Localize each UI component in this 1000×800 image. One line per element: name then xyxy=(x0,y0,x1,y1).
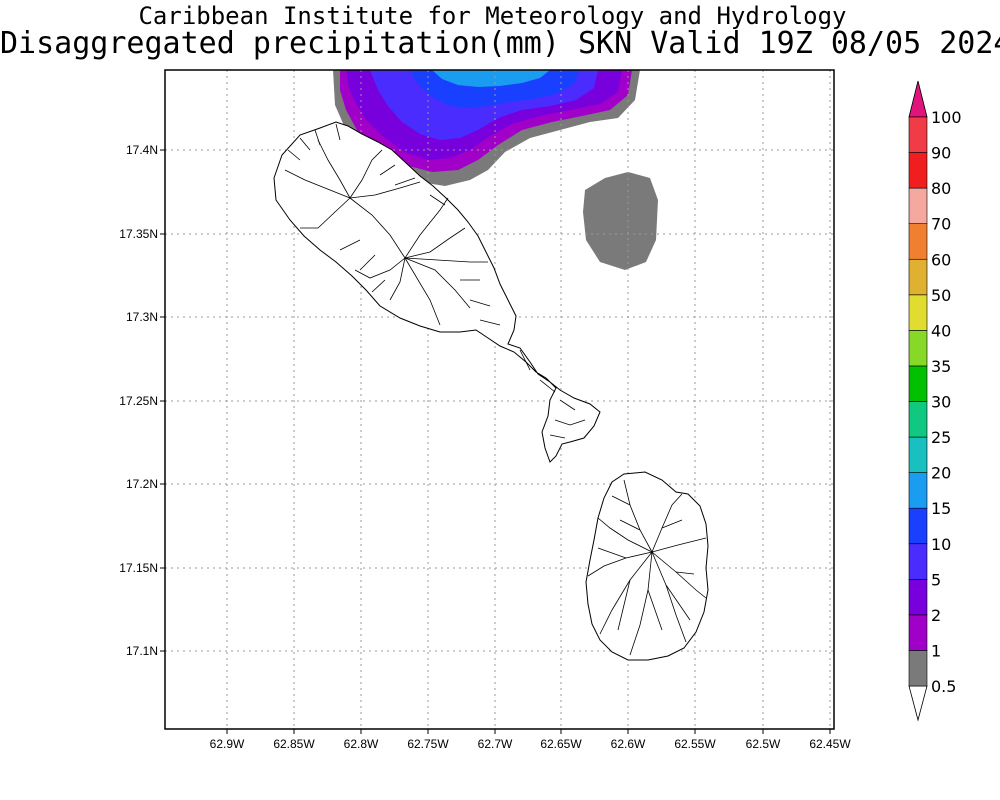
colorbar-segment xyxy=(908,543,928,580)
lon-tick-label: 62.7W xyxy=(478,737,513,751)
colorbar-level-label: 60 xyxy=(931,250,951,269)
colorbar-level-label: 25 xyxy=(931,428,951,447)
colorbar-segment xyxy=(908,650,928,687)
colorbar-segment xyxy=(908,401,928,438)
lon-tick-label: 62.75W xyxy=(407,737,449,751)
longitude-axis: 62.9W 62.85W 62.8W 62.75W 62.7W 62.65W 6… xyxy=(210,737,852,751)
colorbar-level-label: 70 xyxy=(931,215,951,234)
lat-tick-label: 17.1N xyxy=(126,644,158,658)
lon-tick-label: 62.65W xyxy=(540,737,582,751)
lat-tick-label: 17.4N xyxy=(126,143,158,157)
lat-tick-label: 17.25N xyxy=(119,394,158,408)
lon-tick-label: 62.6W xyxy=(611,737,646,751)
lat-tick-label: 17.15N xyxy=(119,561,158,575)
colorbar-level-label: 10 xyxy=(931,535,951,554)
colorbar-level-label: 2 xyxy=(931,606,941,625)
latitude-axis: 17.4N 17.35N 17.3N 17.25N 17.2N 17.15N 1… xyxy=(119,143,158,658)
colorbar-level-label: 30 xyxy=(931,393,951,412)
colorbar-level-label: 5 xyxy=(931,570,941,589)
colorbar-segment xyxy=(908,294,928,331)
precip-0.5mm-patch xyxy=(583,172,658,270)
colorbar-level-label: 20 xyxy=(931,464,951,483)
nevis-coastline xyxy=(585,471,709,661)
colorbar-segment xyxy=(908,579,928,616)
colorbar-level-label: 100 xyxy=(931,108,962,127)
colorbar-segment xyxy=(908,507,928,545)
precip-15mm xyxy=(432,70,550,87)
st-kitts-drainage xyxy=(284,123,586,439)
title-institute: Caribbean Institute for Meteorology and … xyxy=(138,2,847,30)
st-kitts-coastline xyxy=(273,121,601,463)
colorbar-segment xyxy=(908,436,928,473)
map-gridlines xyxy=(160,70,834,734)
nevis-drainage xyxy=(587,479,707,656)
lon-tick-label: 62.85W xyxy=(273,737,315,751)
colorbar-segment xyxy=(908,365,928,402)
lat-tick-label: 17.3N xyxy=(126,310,158,324)
colorbar-level-label: 90 xyxy=(931,144,951,163)
title-product: Disaggregated precipitation(mm) SKN Vali… xyxy=(0,26,1000,61)
colorbar-segment xyxy=(908,330,928,367)
colorbar-segment xyxy=(908,152,928,189)
precipitation-field xyxy=(333,70,658,270)
island-nevis xyxy=(585,471,709,661)
colorbar-upper-arrow xyxy=(908,80,928,118)
colorbar-segment xyxy=(908,116,928,153)
colorbar-segment xyxy=(908,258,928,296)
colorbar-level-label: 50 xyxy=(931,286,951,305)
map-frame xyxy=(164,69,835,730)
lon-tick-label: 62.9W xyxy=(210,737,245,751)
colorbar-level-label: 80 xyxy=(931,179,951,198)
lon-tick-label: 62.8W xyxy=(344,737,379,751)
colorbar-level-label: 15 xyxy=(931,499,951,518)
colorbar-segment xyxy=(908,472,928,509)
colorbar-level-label: 0.5 xyxy=(931,677,956,696)
colorbar-segment xyxy=(908,223,928,260)
colorbar-level-label: 40 xyxy=(931,321,951,340)
lon-tick-label: 62.45W xyxy=(809,737,851,751)
colorbar-level-label: 1 xyxy=(931,641,941,660)
colorbar-lower-arrow xyxy=(908,685,928,722)
colorbar-segment xyxy=(908,614,928,651)
colorbar-segment xyxy=(908,187,928,224)
colorbar-level-label: 35 xyxy=(931,357,951,376)
lon-tick-label: 62.5W xyxy=(746,737,781,751)
lat-tick-label: 17.35N xyxy=(119,227,158,241)
lat-tick-label: 17.2N xyxy=(126,477,158,491)
island-st-kitts xyxy=(273,121,601,463)
lon-tick-label: 62.55W xyxy=(674,737,716,751)
